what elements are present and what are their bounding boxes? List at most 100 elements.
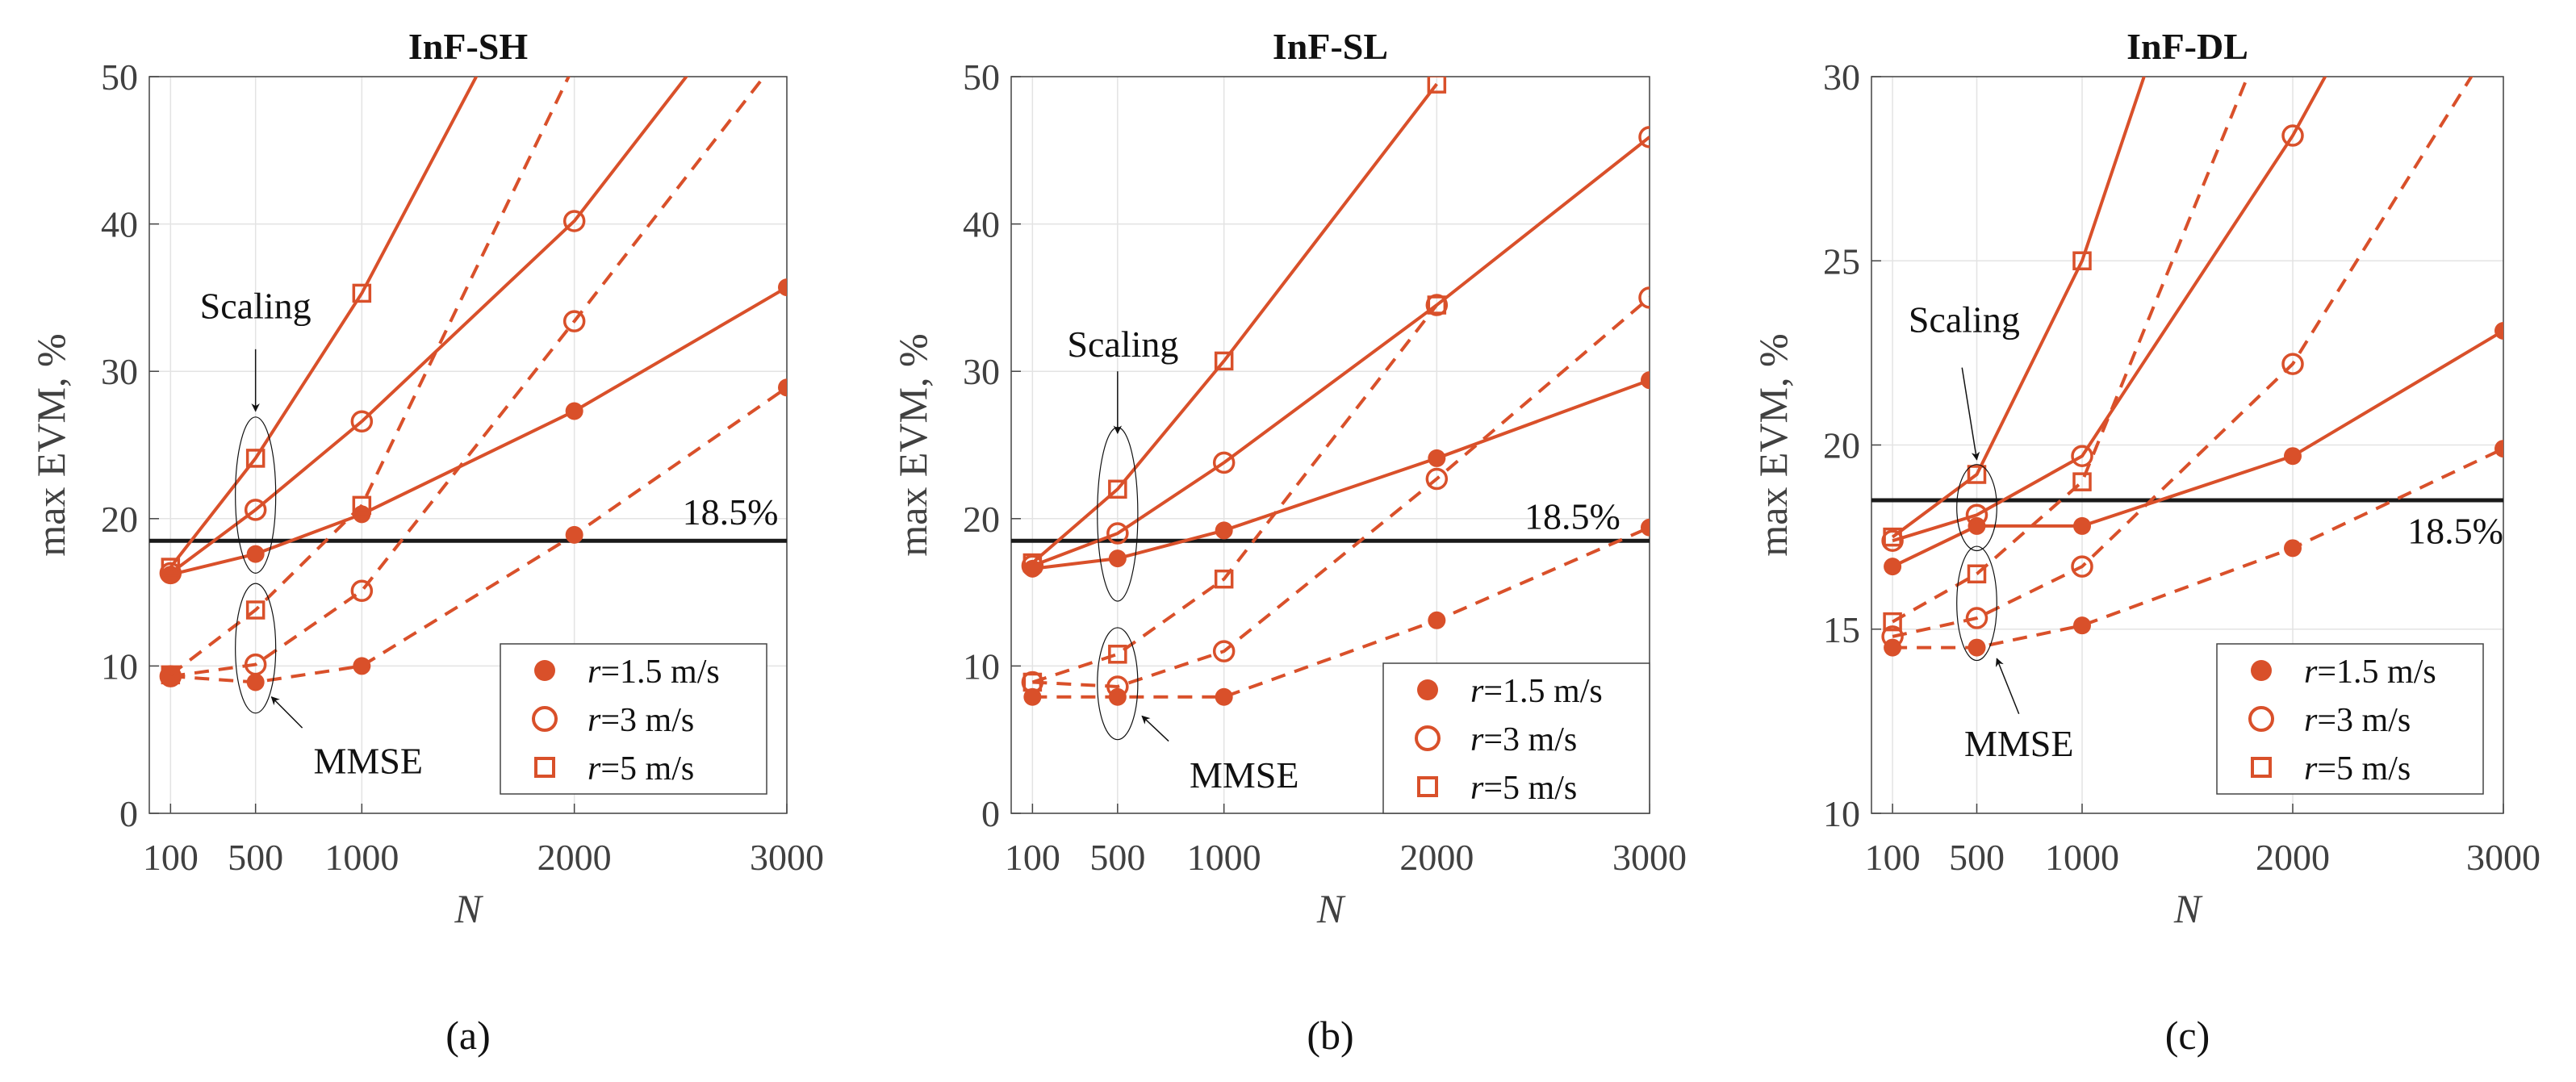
series-line-scaling: [169, 77, 479, 569]
x-tick-label: 3000: [750, 837, 824, 878]
data-point-filled-circle: [565, 402, 583, 420]
legend-open-circle-icon: [532, 706, 558, 732]
data-point-square: [1108, 479, 1127, 499]
data-point-square: [245, 449, 266, 468]
data-point-square: [2072, 251, 2092, 270]
data-point-square: [1427, 77, 1447, 94]
legend-entry-label: r=1.5 m/s: [2304, 654, 2436, 691]
data-point-open-circle: [1638, 286, 1650, 309]
data-point-open-circle: [1881, 529, 1904, 552]
data-point-open-circle: [2071, 445, 2093, 467]
data-point-square: [1214, 351, 1234, 371]
data-point-filled-circle: [1968, 638, 1986, 657]
legend: r=1.5 m/s r=3 m/s r=5 m/s: [2216, 643, 2484, 795]
data-point-filled-circle: [565, 525, 583, 544]
series-line-mmse: [170, 77, 767, 679]
data-point-open-circle: [1021, 671, 1044, 694]
legend-filled-circle-icon: [1417, 679, 1438, 700]
y-tick-label: 50: [963, 56, 1000, 98]
y-tick-label: 30: [963, 351, 1000, 392]
series-line-mmse: [169, 77, 571, 676]
data-point-square: [1883, 527, 1902, 547]
y-tick-label: 20: [963, 499, 1000, 540]
scaling-annotation: Scaling: [1909, 299, 2020, 340]
data-point-square: [1108, 645, 1127, 664]
x-tick-label: 100: [143, 837, 199, 878]
data-point-open-circle: [2281, 353, 2304, 375]
series-line-mmse: [1031, 303, 1438, 684]
data-point-filled-circle: [1428, 449, 1446, 467]
data-point-open-circle: [562, 210, 586, 232]
data-point-square: [161, 558, 181, 577]
y-tick-label: 30: [1823, 56, 1860, 98]
data-point-open-circle: [244, 499, 267, 521]
y-axis-label: max EVM, %: [890, 333, 935, 556]
series-line-scaling: [169, 77, 688, 574]
series-line-scaling: [1891, 77, 2146, 539]
subplot-label: (c): [2165, 1013, 2210, 1058]
data-point-square: [161, 665, 181, 685]
x-axis-label: N: [2173, 886, 2203, 931]
data-point-filled-circle: [1215, 687, 1233, 706]
subplot-label: (b): [1307, 1013, 1353, 1058]
y-tick-label: 25: [1823, 240, 1860, 282]
x-tick-label: 500: [1089, 837, 1145, 878]
data-point-filled-circle: [1641, 518, 1650, 537]
y-tick-label: 10: [1823, 793, 1860, 834]
x-tick-label: 100: [1005, 837, 1060, 878]
y-tick-label: 40: [963, 204, 1000, 245]
x-tick-label: 2000: [2256, 837, 2330, 878]
legend: r=1.5 m/s r=3 m/s r=5 m/s: [500, 643, 767, 795]
data-point-square: [1967, 465, 1987, 484]
data-point-square: [2072, 472, 2092, 491]
y-tick-label: 20: [1823, 425, 1860, 466]
y-axis-label: max EVM, %: [1750, 333, 1796, 556]
scaling-annotation: Scaling: [1067, 324, 1178, 365]
threshold-label: 18.5%: [1524, 496, 1620, 537]
data-point-filled-circle: [778, 278, 787, 297]
data-point-filled-circle: [1023, 687, 1042, 706]
series-line-scaling: [1892, 77, 2327, 543]
mmse-annotation: MMSE: [1190, 754, 1298, 796]
legend-filled-circle-icon: [2251, 660, 2272, 681]
data-point-open-circle: [350, 579, 374, 603]
legend-entry-label: r=3 m/s: [2304, 702, 2411, 739]
data-point-open-circle: [1638, 126, 1650, 148]
plot-frame: [1010, 76, 1650, 814]
scaling-ellipse: [235, 416, 277, 574]
mmse-ellipse: [235, 583, 277, 714]
threshold-label: 18.5%: [2407, 510, 2503, 551]
legend-entry-label: r=5 m/s: [2304, 750, 2411, 787]
data-point-open-circle: [244, 653, 267, 676]
data-point-square: [1022, 672, 1043, 692]
scaling-annotation: Scaling: [200, 285, 312, 326]
data-point-square: [1022, 553, 1043, 573]
data-point-open-circle: [562, 310, 586, 332]
x-tick-label: 500: [228, 837, 283, 878]
data-point-square: [1214, 569, 1234, 589]
y-tick-label: 30: [101, 351, 138, 392]
series-line-mmse: [1032, 296, 1650, 688]
data-point-open-circle: [1106, 675, 1129, 698]
legend-open-circle-icon: [2248, 706, 2274, 732]
legend-entry-label: r=3 m/s: [1470, 721, 1577, 758]
mmse-ellipse: [1097, 627, 1139, 741]
data-point-square: [1967, 564, 1987, 584]
subplot-title: InF-SL: [1273, 26, 1388, 67]
subplot-label: (a): [445, 1013, 491, 1058]
y-axis-label: max EVM, %: [28, 333, 73, 556]
x-axis-label: N: [1316, 886, 1346, 931]
x-tick-label: 1000: [2045, 837, 2119, 878]
data-point-filled-circle: [2284, 539, 2302, 558]
scaling-arrow: [1961, 367, 1980, 461]
data-point-open-circle: [350, 410, 374, 433]
x-tick-label: 3000: [2466, 837, 2540, 878]
y-tick-label: 15: [1823, 609, 1860, 650]
data-point-open-circle: [1965, 607, 1988, 629]
y-tick-label: 0: [981, 793, 1000, 834]
x-tick-label: 1000: [324, 837, 399, 878]
scaling-ellipse: [1956, 464, 1997, 552]
data-point-square: [245, 600, 266, 620]
